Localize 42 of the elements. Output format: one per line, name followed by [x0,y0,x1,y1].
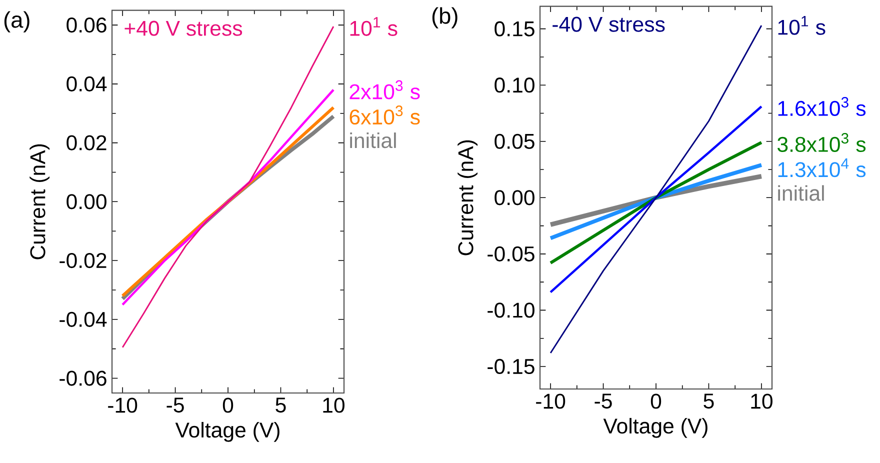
series-label: initial [350,132,396,148]
x-tick-label: -5 [166,398,184,413]
x-tick-label: 0 [650,394,662,409]
y-tick-label: 0.00 [494,190,534,206]
y-tick-label: -0.06 [60,370,106,386]
x-tick-label: 10 [751,394,772,409]
text: (a) [4,11,30,32]
y-tick-label: 0.15 [494,21,534,36]
annotation: -40 V stress [552,16,665,32]
x-axis-title: Voltage (V) [603,418,708,438]
y-tick-label: 0.04 [66,76,107,92]
x-tick-label: -5 [594,394,612,409]
y-tick-label: 0.00 [66,194,106,210]
y-tick-label: 0.02 [66,135,106,150]
text: (b) [432,7,458,28]
y-tick-label: -0.15 [488,358,534,374]
series-label: 10$^{1}$ s [778,16,826,35]
y-tick-label: 0.06 [66,18,106,33]
y-tick-label: -0.02 [60,252,106,268]
x-tick-label: -10 [108,398,138,413]
annotation: +40 V stress [124,20,242,36]
series-label: 1.6x10$^{3}$ s [778,96,866,116]
y-tick-label: -0.05 [488,246,534,262]
series-label: 6x10$^{3}$ s [350,106,420,125]
y-tick-label: -0.04 [60,312,107,327]
y-axis-title: Current (nA) [30,144,50,260]
series-label: 3.8x10$^{3}$ s [778,133,866,152]
series-label: 10$^{1}$ s [350,17,398,36]
x-tick-label: 10 [323,398,344,413]
line-series [549,140,763,264]
y-tick-label: 0.05 [494,134,534,149]
x-tick-label: 5 [276,398,286,413]
x-tick-label: 0 [222,398,234,413]
series-label: 2x10$^{3}$ s [350,80,420,100]
series-label: initial [778,185,824,201]
x-axis-title: Voltage (V) [175,422,280,442]
y-tick-label: 0.10 [494,78,534,93]
y-tick-label: -0.10 [488,302,534,318]
x-tick-label: -10 [536,394,566,409]
series-label: 1.3x10$^{4}$ s [778,158,866,178]
x-tick-label: 5 [704,394,714,409]
y-axis-title: Current (nA) [458,140,478,256]
